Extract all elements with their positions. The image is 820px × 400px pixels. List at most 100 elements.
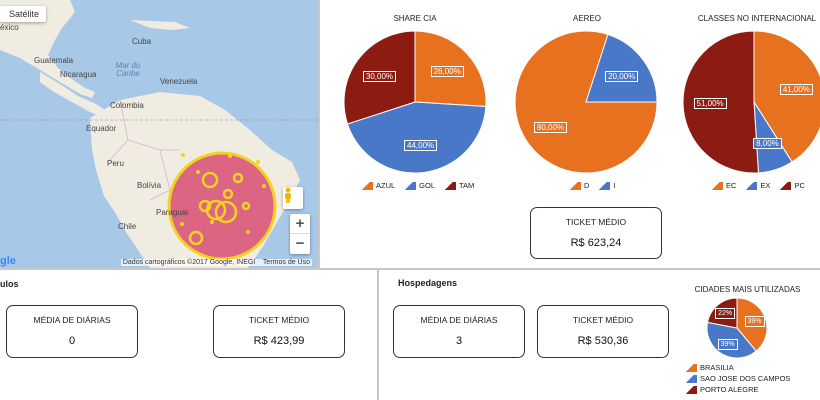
- map-canvas: [0, 0, 318, 268]
- legend-swatch-icon: [686, 374, 697, 383]
- legend-label: D: [584, 181, 590, 190]
- legend-swatch-icon: [686, 385, 697, 394]
- pie-cidades-legend: BRASILIA SAO JOSE DOS CAMPOS PORTO ALEGRE: [686, 362, 790, 395]
- classes-slice-label-0: 41,00%: [779, 84, 813, 96]
- map-label-mexico: éxico: [0, 23, 19, 32]
- cidades-slice-label-1: 39%: [717, 338, 738, 350]
- legend-item-porto-alegre[interactable]: PORTO ALEGRE: [686, 384, 790, 395]
- map-label-nicaragua: Nicaragua: [60, 70, 97, 79]
- legend-item-brasilia[interactable]: BRASILIA: [686, 362, 790, 373]
- map-markers: [188, 171, 251, 246]
- street-view-pegman[interactable]: [283, 187, 303, 209]
- legend-item-d[interactable]: D: [570, 181, 589, 190]
- map-label-venezuela: Venezuela: [160, 77, 198, 86]
- map-credit: Dados cartográficos ©2017 Google, INEGI …: [120, 259, 312, 266]
- map-label-paraguai: Paraguai: [156, 208, 189, 217]
- veiculos-media-diarias-card: MÉDIA DE DIÁRIAS 0: [6, 305, 138, 358]
- legend-swatch-icon: [746, 181, 758, 190]
- pie-share-cia-title: SHARE CIA: [393, 14, 437, 23]
- legend-item-tam[interactable]: TAM: [445, 181, 474, 190]
- ticket-medio-aereo-card: TICKET MÉDIO R$ 623,24: [530, 207, 662, 259]
- zoom-in-button[interactable]: +: [290, 214, 310, 234]
- share_cia-slice-label-1: 44,00%: [404, 140, 438, 152]
- map-label-cuba: Cuba: [132, 37, 152, 46]
- legend-swatch-icon: [780, 181, 792, 190]
- veiculos-ticket-medio-card: TICKET MÉDIO R$ 423,99: [213, 305, 345, 358]
- legend-label: BRASILIA: [700, 363, 734, 372]
- map-label-equador: Equador: [86, 124, 117, 133]
- veiculos-section-title: ulos: [0, 279, 19, 289]
- legend-label: SAO JOSE DOS CAMPOS: [700, 374, 791, 383]
- legend-label: AZUL: [376, 181, 396, 190]
- legend-label: PC: [794, 181, 805, 190]
- hospedagens-ticket-medio-label: TICKET MÉDIO: [572, 315, 634, 325]
- zoom-out-button[interactable]: −: [295, 235, 305, 252]
- legend-item-gol[interactable]: GOL: [405, 181, 435, 190]
- divider-vertical-bottom: [377, 268, 379, 400]
- legend-swatch-icon: [686, 363, 697, 372]
- satellite-button[interactable]: Satélite: [0, 6, 47, 22]
- map-label-bolivia: Bolívia: [137, 181, 162, 190]
- share_cia-slice-gol[interactable]: [346, 101, 487, 174]
- legend-label: I: [613, 181, 616, 190]
- legend-item-ex[interactable]: EX: [746, 181, 770, 190]
- legend-item-i[interactable]: I: [599, 181, 616, 190]
- divider-vertical-top: [318, 0, 320, 268]
- legend-label: EX: [760, 181, 771, 190]
- veiculos-media-diarias-value: 0: [68, 335, 76, 347]
- pie-share-cia-legend: AZUL GOL TAM: [362, 181, 474, 190]
- ticket-medio-aereo-value: R$ 623,24: [570, 237, 622, 249]
- map-panel[interactable]: éxico Cuba Guatemala Nicaragua Mar do Ca…: [0, 0, 318, 268]
- map-label-peru: Peru: [107, 159, 124, 168]
- aereo-slice-label-1: 20,00%: [605, 70, 639, 82]
- map-label-caribbean-sea: Mar do Caribe: [115, 61, 141, 78]
- aereo-slice-i[interactable]: [585, 33, 658, 103]
- hospedagens-media-diarias-value: 3: [455, 335, 463, 347]
- legend-swatch-icon: [712, 181, 723, 190]
- classes-slice-label-2: 51,00%: [693, 97, 727, 109]
- legend-label: TAM: [459, 181, 475, 190]
- veiculos-media-diarias-label: MÉDIA DE DIÁRIAS: [33, 315, 111, 325]
- map-label-chile: Chile: [118, 222, 137, 231]
- legend-item-ec[interactable]: EC: [712, 181, 736, 190]
- legend-item-pc[interactable]: PC: [780, 181, 805, 190]
- hospedagens-ticket-medio-card: TICKET MÉDIO R$ 530,36: [537, 305, 669, 358]
- hospedagens-section-title: Hospedagens: [398, 278, 458, 288]
- veiculos-ticket-medio-value: R$ 423,99: [253, 335, 305, 347]
- legend-item-azul[interactable]: AZUL: [362, 181, 395, 190]
- pie-share-cia: [343, 30, 487, 174]
- legend-label: PORTO ALEGRE: [700, 385, 759, 394]
- zoom-controls: + −: [290, 214, 310, 254]
- legend-swatch-icon: [445, 181, 457, 190]
- legend-swatch-icon: [405, 181, 417, 190]
- ticket-medio-aereo-label: TICKET MÉDIO: [565, 217, 627, 227]
- share_cia-slice-label-2: 30,00%: [362, 70, 397, 82]
- legend-label: EC: [726, 181, 737, 190]
- google-logo[interactable]: gle: [0, 255, 16, 267]
- legend-item-sao-jose-dos-campos[interactable]: SAO JOSE DOS CAMPOS: [686, 373, 790, 384]
- aereo-slice-label-0: 80,00%: [533, 122, 568, 134]
- map-label-guatemala: Guatemala: [34, 56, 74, 65]
- legend-swatch-icon: [362, 181, 373, 190]
- pegman-icon: [285, 187, 291, 203]
- pie-aereo: [514, 30, 658, 174]
- veiculos-ticket-medio-label: TICKET MÉDIO: [248, 315, 310, 325]
- coverage-circle: [167, 151, 277, 261]
- hospedagens-ticket-medio-value: R$ 530,36: [577, 335, 629, 347]
- pie-aereo-title: AEREO: [572, 14, 601, 23]
- cidades-slice-label-0: 39%: [744, 316, 765, 328]
- divider-horizontal: [0, 268, 820, 270]
- hospedagens-media-diarias-label: MÉDIA DE DIÁRIAS: [420, 315, 498, 325]
- classes-slice-label-1: 8,00%: [753, 138, 782, 150]
- classes-slice-ec[interactable]: [753, 30, 820, 163]
- legend-swatch-icon: [599, 181, 611, 190]
- legend-swatch-icon: [570, 181, 581, 190]
- pie-cidades: [706, 297, 768, 359]
- pie-classes-legend: EC EX PC: [712, 181, 805, 190]
- map-terms-link[interactable]: Termos de Uso: [262, 259, 310, 266]
- cidades-slice-label-2: 22%: [715, 308, 736, 320]
- pie-cidades-title: CIDADES MAIS UTILIZADAS: [694, 285, 801, 294]
- share_cia-slice-label-0: 26,00%: [430, 66, 464, 78]
- legend-label: GOL: [419, 181, 436, 190]
